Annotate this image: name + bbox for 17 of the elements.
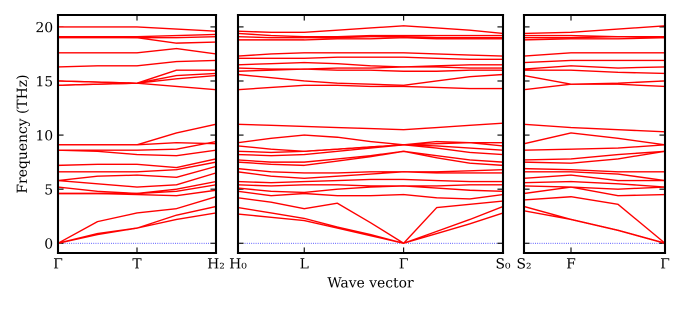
x-tick-label: L xyxy=(300,258,309,268)
x-tick-label: F xyxy=(566,258,576,268)
y-tick-label: 15 xyxy=(37,76,52,86)
y-tick-label: 5 xyxy=(45,184,52,195)
x-tick-label: Γ xyxy=(400,258,408,268)
x-tick-label: H₂ xyxy=(208,258,224,268)
x-tick-label: S₀ xyxy=(496,258,510,269)
y-tick-label: 10 xyxy=(37,130,52,141)
y-tick-label: 0 xyxy=(45,238,52,249)
x-tick-label: H₀ xyxy=(230,258,246,269)
y-tick-label: 20 xyxy=(36,22,52,32)
x-tick-label: Γ xyxy=(54,258,62,268)
x-axis-title: Wave vector xyxy=(327,277,414,288)
x-tick-label: T xyxy=(132,258,142,268)
x-tick-label: Γ xyxy=(660,258,670,268)
y-axis-title: Frequency (THz) xyxy=(16,76,30,193)
x-tick-label: S₂ xyxy=(518,258,531,269)
